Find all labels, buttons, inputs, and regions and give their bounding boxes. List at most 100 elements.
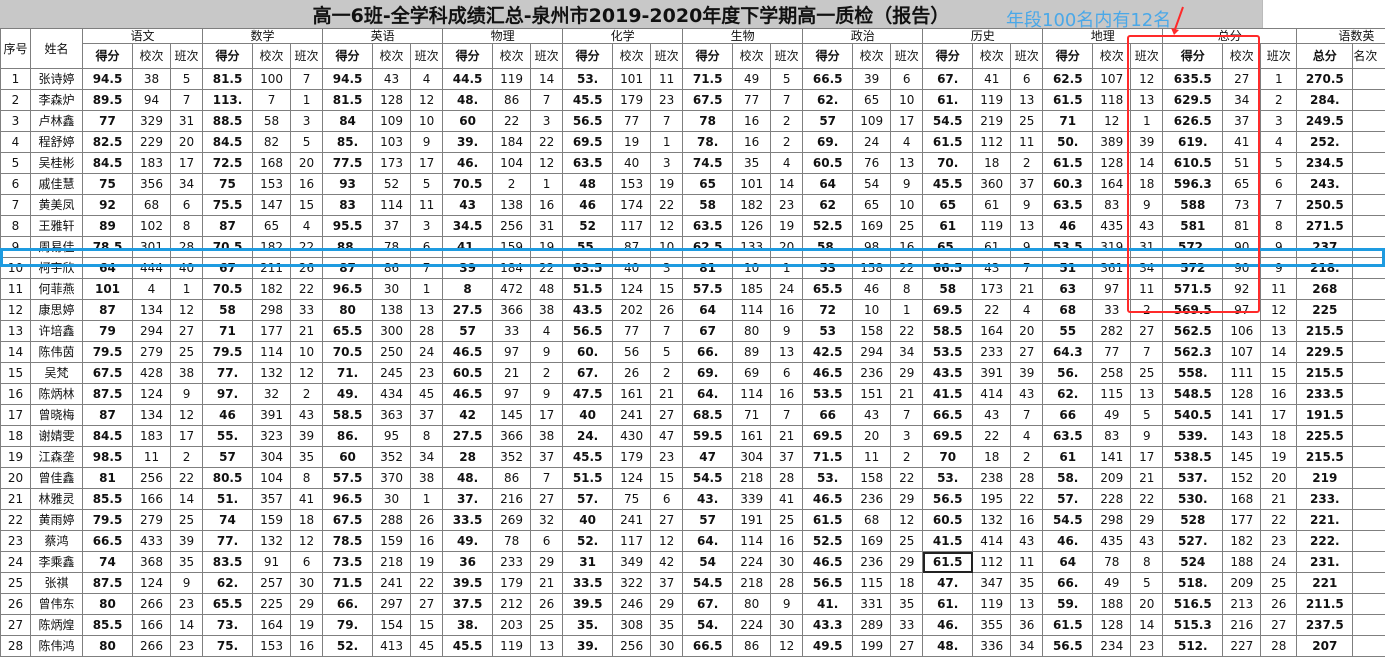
class-rank-cell[interactable]: 11 — [651, 69, 683, 90]
score-cell[interactable]: 8 — [443, 279, 493, 300]
yse-total-cell[interactable]: 234.5 — [1297, 153, 1353, 174]
school-rank-cell[interactable]: 233 — [973, 342, 1011, 363]
class-rank-cell[interactable]: 15 — [651, 279, 683, 300]
score-cell[interactable]: 87 — [203, 216, 253, 237]
school-rank-cell[interactable]: 435 — [1093, 216, 1131, 237]
class-rank-cell[interactable]: 3 — [531, 111, 563, 132]
score-cell[interactable]: 537. — [1163, 468, 1223, 489]
class-rank-cell[interactable]: 22 — [891, 258, 923, 279]
score-cell[interactable]: 63.5 — [683, 216, 733, 237]
yse-rank-cell[interactable] — [1353, 153, 1385, 174]
yse-total-cell[interactable]: 222. — [1297, 531, 1353, 552]
score-cell[interactable]: 60 — [323, 447, 373, 468]
class-rank-cell[interactable]: 3 — [1261, 111, 1297, 132]
class-rank-cell[interactable]: 13 — [411, 300, 443, 321]
school-rank-cell[interactable]: 241 — [373, 573, 411, 594]
class-rank-cell[interactable]: 7 — [531, 468, 563, 489]
class-rank-cell[interactable]: 1 — [171, 279, 203, 300]
class-rank-cell[interactable]: 25 — [891, 531, 923, 552]
score-cell[interactable]: 71.5 — [323, 573, 373, 594]
class-rank-cell[interactable]: 11 — [1011, 552, 1043, 573]
class-rank-cell[interactable]: 6 — [771, 363, 803, 384]
school-rank-cell[interactable]: 191 — [733, 510, 771, 531]
class-rank-cell[interactable]: 16 — [891, 237, 923, 258]
class-rank-cell[interactable]: 3 — [651, 153, 683, 174]
yse-total-cell[interactable]: 233. — [1297, 489, 1353, 510]
school-rank-cell[interactable]: 90 — [1223, 237, 1261, 258]
class-rank-cell[interactable]: 3 — [891, 426, 923, 447]
class-rank-cell[interactable]: 7 — [1261, 195, 1297, 216]
school-rank-cell[interactable]: 95 — [373, 426, 411, 447]
yse-rank-cell[interactable] — [1353, 216, 1385, 237]
school-rank-cell[interactable]: 141 — [1093, 447, 1131, 468]
class-rank-cell[interactable]: 41 — [771, 489, 803, 510]
score-cell[interactable]: 71. — [323, 363, 373, 384]
score-cell[interactable]: 47 — [683, 447, 733, 468]
score-cell[interactable]: 41. — [803, 594, 853, 615]
class-rank-cell[interactable]: 6 — [891, 69, 923, 90]
score-cell[interactable]: 39.5 — [443, 573, 493, 594]
seq-cell[interactable]: 1 — [1, 69, 31, 90]
score-cell[interactable]: 63.5 — [1043, 426, 1093, 447]
class-rank-cell[interactable]: 19 — [531, 237, 563, 258]
header-score[interactable]: 得分 — [83, 44, 133, 69]
header-school-rank[interactable]: 校次 — [133, 44, 171, 69]
school-rank-cell[interactable]: 164 — [253, 615, 291, 636]
yse-total-cell[interactable]: 207 — [1297, 636, 1353, 657]
yse-total-cell[interactable]: 237 — [1297, 237, 1353, 258]
school-rank-cell[interactable]: 141 — [1223, 405, 1261, 426]
school-rank-cell[interactable]: 282 — [1093, 321, 1131, 342]
class-rank-cell[interactable]: 19 — [1261, 447, 1297, 468]
class-rank-cell[interactable]: 3 — [291, 111, 323, 132]
yse-rank-cell[interactable] — [1353, 426, 1385, 447]
school-rank-cell[interactable]: 352 — [493, 447, 531, 468]
yse-rank-cell[interactable] — [1353, 552, 1385, 573]
score-cell[interactable]: 45.5 — [923, 174, 973, 195]
class-rank-cell[interactable]: 9 — [1131, 426, 1163, 447]
class-rank-cell[interactable]: 15 — [651, 468, 683, 489]
school-rank-cell[interactable]: 355 — [973, 615, 1011, 636]
name-cell[interactable]: 李森炉 — [31, 90, 83, 111]
school-rank-cell[interactable]: 128 — [1093, 153, 1131, 174]
school-rank-cell[interactable]: 32 — [253, 384, 291, 405]
school-rank-cell[interactable]: 182 — [253, 237, 291, 258]
score-cell[interactable]: 515.3 — [1163, 615, 1223, 636]
score-cell[interactable]: 65. — [923, 237, 973, 258]
score-cell[interactable]: 58.5 — [923, 321, 973, 342]
header-score[interactable]: 得分 — [563, 44, 613, 69]
score-cell[interactable]: 57. — [1043, 489, 1093, 510]
school-rank-cell[interactable]: 159 — [373, 531, 411, 552]
name-cell[interactable]: 曾佳鑫 — [31, 468, 83, 489]
school-rank-cell[interactable]: 91 — [253, 552, 291, 573]
school-rank-cell[interactable]: 138 — [373, 300, 411, 321]
school-rank-cell[interactable]: 76 — [853, 153, 891, 174]
name-cell[interactable]: 柯宇欣 — [31, 258, 83, 279]
score-cell[interactable]: 80.5 — [203, 468, 253, 489]
class-rank-cell[interactable]: 9 — [771, 594, 803, 615]
score-cell[interactable]: 67.5 — [83, 363, 133, 384]
school-rank-cell[interactable]: 174 — [613, 195, 651, 216]
score-cell[interactable]: 36 — [443, 552, 493, 573]
class-rank-cell[interactable]: 6 — [171, 195, 203, 216]
header-class-rank[interactable]: 班次 — [1261, 44, 1297, 69]
school-rank-cell[interactable]: 256 — [613, 636, 651, 657]
school-rank-cell[interactable]: 166 — [133, 489, 171, 510]
score-cell[interactable]: 539. — [1163, 426, 1223, 447]
score-cell[interactable]: 60.5 — [803, 153, 853, 174]
score-cell[interactable]: 530. — [1163, 489, 1223, 510]
score-cell[interactable]: 77. — [203, 531, 253, 552]
header-school-rank[interactable]: 校次 — [1093, 44, 1131, 69]
yse-rank-cell[interactable] — [1353, 132, 1385, 153]
school-rank-cell[interactable]: 11 — [133, 447, 171, 468]
school-rank-cell[interactable]: 349 — [613, 552, 651, 573]
class-rank-cell[interactable]: 34 — [411, 447, 443, 468]
class-rank-cell[interactable]: 35 — [651, 615, 683, 636]
school-rank-cell[interactable]: 98 — [853, 237, 891, 258]
school-rank-cell[interactable]: 46 — [853, 279, 891, 300]
score-cell[interactable]: 527. — [1163, 531, 1223, 552]
school-rank-cell[interactable]: 65 — [1223, 174, 1261, 195]
name-cell[interactable]: 张祺 — [31, 573, 83, 594]
school-rank-cell[interactable]: 97 — [493, 342, 531, 363]
score-cell[interactable]: 79. — [323, 615, 373, 636]
score-cell[interactable]: 39.5 — [563, 594, 613, 615]
